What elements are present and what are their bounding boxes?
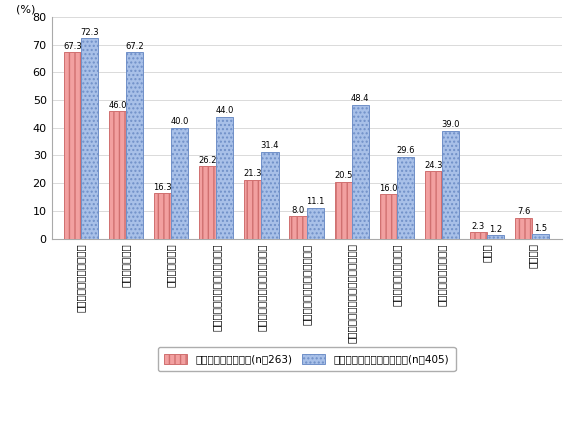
Bar — [171, 128, 189, 239]
Text: 16.0: 16.0 — [379, 184, 398, 193]
Text: 44.0: 44.0 — [215, 106, 234, 115]
Bar — [307, 208, 324, 239]
Text: 67.2: 67.2 — [125, 42, 144, 51]
Text: 21.3: 21.3 — [244, 169, 262, 178]
Text: 31.4: 31.4 — [261, 141, 279, 150]
Bar — [244, 180, 261, 239]
Text: 7.6: 7.6 — [517, 207, 531, 216]
Text: 1.2: 1.2 — [489, 225, 502, 234]
Text: 2.3: 2.3 — [472, 222, 485, 231]
Bar — [289, 216, 307, 239]
Text: 48.4: 48.4 — [351, 94, 370, 103]
Text: 46.0: 46.0 — [108, 101, 127, 110]
Text: 8.0: 8.0 — [291, 206, 305, 215]
Bar — [532, 234, 550, 239]
Bar — [380, 194, 397, 239]
Text: 20.5: 20.5 — [334, 171, 352, 181]
Bar — [442, 130, 459, 239]
Text: 29.6: 29.6 — [396, 146, 415, 155]
Text: 1.5: 1.5 — [534, 224, 547, 233]
Bar — [199, 166, 216, 239]
Bar — [64, 52, 81, 239]
Bar — [216, 117, 233, 239]
Text: 16.3: 16.3 — [154, 183, 172, 192]
Bar — [81, 38, 98, 239]
Bar — [352, 104, 369, 239]
Text: 67.3: 67.3 — [63, 42, 82, 51]
Bar — [109, 111, 126, 239]
Text: (%): (%) — [16, 5, 36, 15]
Bar — [515, 218, 532, 239]
Bar — [425, 171, 442, 239]
Bar — [470, 232, 487, 239]
Text: 11.1: 11.1 — [306, 197, 324, 207]
Bar — [397, 157, 414, 239]
Text: 40.0: 40.0 — [171, 118, 189, 127]
Text: 72.3: 72.3 — [80, 28, 99, 37]
Legend: テレワーク導入済み(n＝263), 検討している・関心がある(n＝405): テレワーク導入済み(n＝263), 検討している・関心がある(n＝405) — [158, 347, 456, 371]
Bar — [335, 182, 352, 239]
Text: 26.2: 26.2 — [198, 155, 217, 164]
Text: 39.0: 39.0 — [441, 120, 460, 129]
Bar — [261, 152, 278, 239]
Bar — [126, 52, 143, 239]
Text: 24.3: 24.3 — [424, 161, 442, 170]
Bar — [154, 193, 171, 239]
Bar — [487, 235, 504, 239]
